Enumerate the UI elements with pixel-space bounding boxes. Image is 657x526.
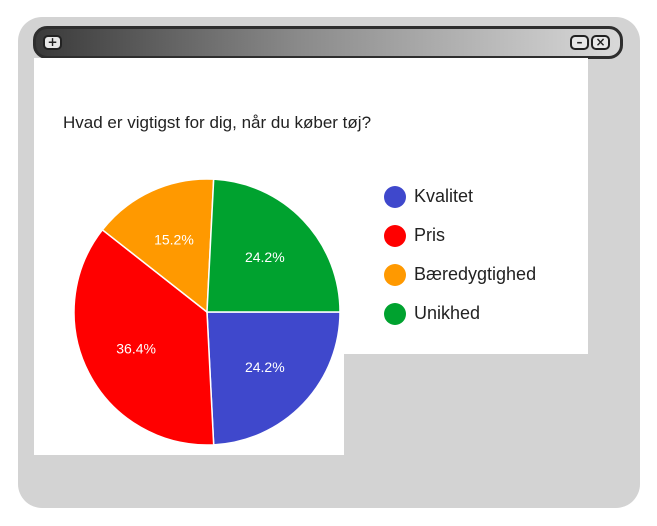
pie-slice-kvalitet [206,311,341,446]
slice-label-pris: 36.4% [116,341,156,357]
minimize-icon[interactable]: – [570,35,589,50]
legend-item-unikhed: Unikhed [384,294,536,333]
legend-swatch [384,302,406,325]
legend: Kvalitet Pris Bæredygtighed Unikhed [384,177,536,333]
title-bar: + – × [33,26,623,59]
legend-label: Pris [414,225,445,245]
legend-swatch [384,224,406,247]
legend-swatch [384,185,406,208]
close-icon[interactable]: × [591,35,610,50]
legend-swatch [384,263,406,286]
legend-label: Unikhed [414,303,481,323]
pie-slice-pris [73,228,215,446]
legend-item-baeredygtighed: Bæredygtighed [384,255,536,294]
legend-label: Kvalitet [414,186,474,206]
plus-icon[interactable]: + [43,35,62,50]
slice-label-kvalitet: 24.2% [245,359,285,375]
legend-item-pris: Pris [384,216,536,255]
slice-label-baeredygtighed: 15.2% [154,231,194,247]
pie-slice-baeredygtighed [101,178,215,314]
pie-slice-unikhed [206,178,341,313]
chart-title: Hvad er vigtigst for dig, når du køber t… [63,113,372,132]
legend-item-kvalitet: Kvalitet [384,177,536,216]
legend-label: Bæredygtighed [414,264,537,284]
slice-label-unikhed: 24.2% [245,249,285,265]
